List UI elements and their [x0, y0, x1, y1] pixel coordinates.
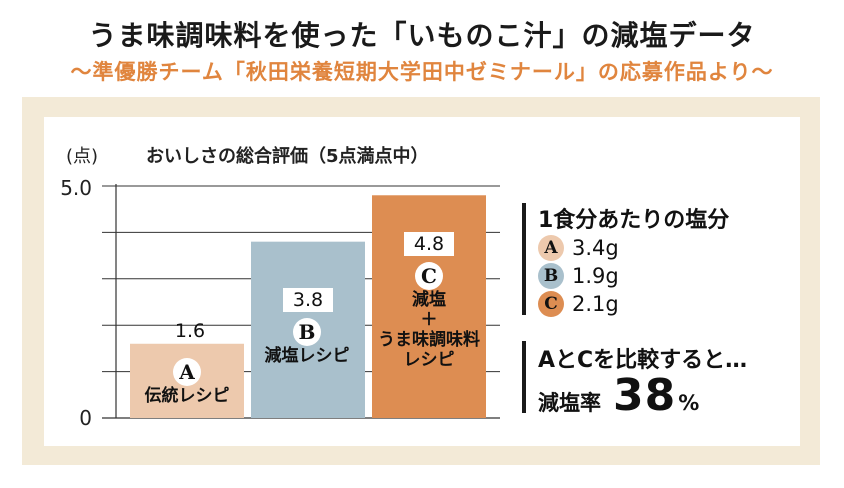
reduction-label: 減塩率 [538, 391, 601, 415]
page-title: うま味調味料を使った「いものこ汁」の減塩データ [88, 19, 756, 52]
y-tick-zero: 0 [79, 406, 92, 430]
legend-divider [522, 203, 526, 315]
y-axis-unit: (点) [66, 146, 99, 167]
legend-value-a: 3.4g [572, 236, 619, 260]
bar-c-name-line1: 減塩 [412, 290, 446, 310]
page-subtitle: 〜準優勝チーム「秋田栄養短期大学田中ゼミナール」の応募作品より〜 [70, 60, 774, 84]
legend-item-b: B 1.9g [538, 262, 619, 290]
bar-a-name: 伝統レシピ [144, 386, 230, 406]
legend-badge-b: B [538, 263, 564, 289]
reduction-value: 38 [613, 370, 677, 421]
chart-title: おいしさの総合評価（5点満点中） [146, 146, 429, 167]
bar-c-label: C 減塩 ＋ うま味調味料 レシピ [372, 262, 486, 370]
bar-a-label: A 伝統レシピ [130, 358, 244, 406]
reduction-unit: % [678, 391, 700, 415]
comparison-divider [522, 341, 526, 413]
bar-b-name: 減塩レシピ [264, 346, 350, 366]
bar-b-label: B 減塩レシピ [251, 318, 363, 366]
bar-b-value-label: 3.8 [283, 288, 333, 312]
legend-title: 1食分あたりの塩分 [538, 208, 730, 233]
legend-badge-a: A [538, 235, 564, 261]
y-tick-max: 5.0 [60, 176, 92, 200]
legend-badge-c: C [538, 291, 564, 317]
bar-c-value-label: 4.8 [404, 232, 454, 256]
badge-a: A [173, 358, 201, 386]
bar-c-name-line3: うま味調味料 [378, 330, 480, 350]
comparison-text: AとCを比較すると… [538, 348, 748, 373]
legend-value-c: 2.1g [572, 292, 619, 316]
badge-c: C [415, 262, 443, 290]
legend-item-a: A 3.4g [538, 234, 619, 262]
legend-item-c: C 2.1g [538, 290, 619, 318]
bar-c-name-line4: レシピ [403, 350, 455, 370]
legend-value-b: 1.9g [572, 264, 619, 288]
bar-a-value-label: 1.6 [174, 320, 206, 342]
bar-c-name-line2: ＋ [420, 310, 438, 330]
badge-b: B [293, 318, 321, 346]
salt-reduction: 減塩率 38 % [538, 370, 699, 421]
